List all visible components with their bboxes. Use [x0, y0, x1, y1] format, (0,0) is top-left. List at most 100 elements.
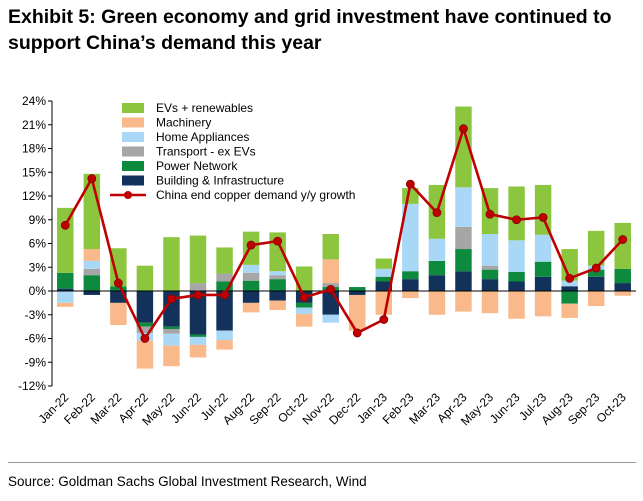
- bar-building-infrastructure: [402, 279, 419, 292]
- y-tick-label: -3%: [25, 308, 47, 322]
- bar-power-network: [428, 260, 446, 276]
- series-line-copper-demand: [64, 127, 624, 340]
- y-tick-label: 12%: [22, 189, 46, 203]
- bar-machinery: [83, 249, 101, 261]
- bar-transport-ex-evs: [481, 265, 499, 270]
- bar-transport-ex-evs: [189, 283, 207, 291]
- bar-machinery: [481, 291, 499, 314]
- bar-evs-renewables: [587, 230, 605, 266]
- x-tick-label: Jun-22: [168, 390, 204, 426]
- legend-swatch-home-appliances: [122, 132, 144, 142]
- legend-label-power-network: Power Network: [156, 159, 238, 173]
- bar-building-infrastructure: [136, 291, 154, 323]
- bar-evs-renewables: [614, 222, 631, 269]
- bar-building-infrastructure: [322, 291, 339, 315]
- legend-label-transport-ex-evs: Transport - ex EVs: [156, 145, 256, 159]
- bar-home-appliances: [402, 203, 419, 272]
- bar-machinery: [322, 259, 339, 284]
- bar-power-network: [375, 276, 393, 282]
- legend-label-building-infrastructure: Building & Infrastructure: [156, 174, 284, 188]
- y-tick-label: 6%: [29, 237, 47, 251]
- line-point-copper-demand: [485, 209, 495, 219]
- bar-transport-ex-evs: [242, 272, 260, 281]
- y-tick-label: -6%: [25, 332, 47, 346]
- y-tick-label: -12%: [18, 379, 46, 393]
- bar-home-appliances: [561, 280, 578, 287]
- chart-title: Exhibit 5: Green economy and grid invest…: [8, 6, 612, 54]
- bar-evs-renewables: [455, 106, 472, 188]
- y-tick-label: 15%: [22, 165, 46, 179]
- bar-building-infrastructure: [269, 291, 286, 301]
- line-point-copper-demand: [326, 285, 336, 294]
- bar-machinery: [561, 303, 578, 318]
- bar-evs-renewables: [83, 173, 101, 250]
- bar-building-infrastructure: [428, 275, 446, 291]
- bar-evs-renewables: [110, 248, 127, 287]
- footer-divider: [8, 462, 636, 463]
- bar-home-appliances: [322, 314, 339, 323]
- bar-machinery: [534, 291, 552, 317]
- bar-power-network: [242, 280, 260, 291]
- bar-power-network: [614, 268, 631, 284]
- bar-evs-renewables: [375, 258, 393, 269]
- bar-power-network: [481, 269, 499, 280]
- bar-transport-ex-evs: [216, 273, 233, 282]
- bar-home-appliances: [242, 264, 260, 273]
- bar-machinery: [163, 345, 180, 367]
- bar-home-appliances: [455, 187, 472, 227]
- bar-building-infrastructure: [614, 283, 631, 291]
- legend-swatch-machinery: [122, 117, 144, 128]
- y-tick-label: 3%: [29, 260, 47, 274]
- y-tick-label: 21%: [22, 118, 46, 132]
- bar-power-network: [163, 326, 180, 330]
- bar-transport-ex-evs: [83, 268, 101, 276]
- bar-machinery: [428, 291, 446, 315]
- line-point-copper-demand: [618, 235, 628, 244]
- bar-machinery: [349, 294, 366, 331]
- line-point-copper-demand: [87, 174, 97, 183]
- line-point-copper-demand: [432, 208, 442, 218]
- line-point-copper-demand: [246, 240, 256, 250]
- legend-label-home-appliances: Home Appliances: [156, 130, 249, 144]
- bar-home-appliances: [534, 234, 552, 262]
- bar-building-infrastructure: [216, 291, 233, 331]
- bar-machinery: [110, 302, 127, 326]
- bar-power-network: [136, 322, 154, 327]
- bar-building-infrastructure: [375, 281, 393, 291]
- bar-power-network: [269, 279, 286, 292]
- bar-machinery: [216, 340, 233, 350]
- line-point-copper-demand: [193, 290, 203, 300]
- bar-evs-renewables: [534, 184, 552, 235]
- bar-power-network: [295, 302, 313, 308]
- line-point-copper-demand: [113, 278, 123, 288]
- bar-building-infrastructure: [242, 291, 260, 303]
- bar-power-network: [561, 291, 578, 304]
- bar-machinery: [402, 291, 419, 299]
- bar-power-network: [508, 272, 525, 282]
- line-point-copper-demand: [591, 263, 601, 273]
- bar-evs-renewables: [163, 237, 180, 291]
- bar-building-infrastructure: [455, 271, 472, 291]
- line-point-copper-demand: [299, 292, 309, 302]
- bar-evs-renewables: [216, 247, 233, 274]
- bar-power-network: [587, 269, 605, 277]
- bar-building-infrastructure: [110, 291, 127, 303]
- bar-machinery: [242, 302, 260, 313]
- line-point-copper-demand: [405, 179, 415, 189]
- bar-power-network: [57, 272, 74, 289]
- bar-home-appliances: [163, 333, 180, 346]
- bar-home-appliances: [295, 307, 313, 314]
- line-point-copper-demand: [538, 212, 548, 222]
- y-tick-label: 18%: [22, 142, 46, 156]
- bar-building-infrastructure: [83, 291, 101, 295]
- line-point-copper-demand: [565, 273, 575, 283]
- bar-home-appliances: [375, 268, 393, 277]
- bar-home-appliances: [269, 271, 286, 276]
- bar-building-infrastructure: [561, 286, 578, 291]
- legend-swatch-transport-ex-evs: [122, 146, 144, 157]
- bar-machinery: [57, 302, 74, 307]
- bar-machinery: [614, 291, 631, 296]
- bar-home-appliances: [481, 234, 499, 266]
- line-point-copper-demand: [220, 290, 229, 300]
